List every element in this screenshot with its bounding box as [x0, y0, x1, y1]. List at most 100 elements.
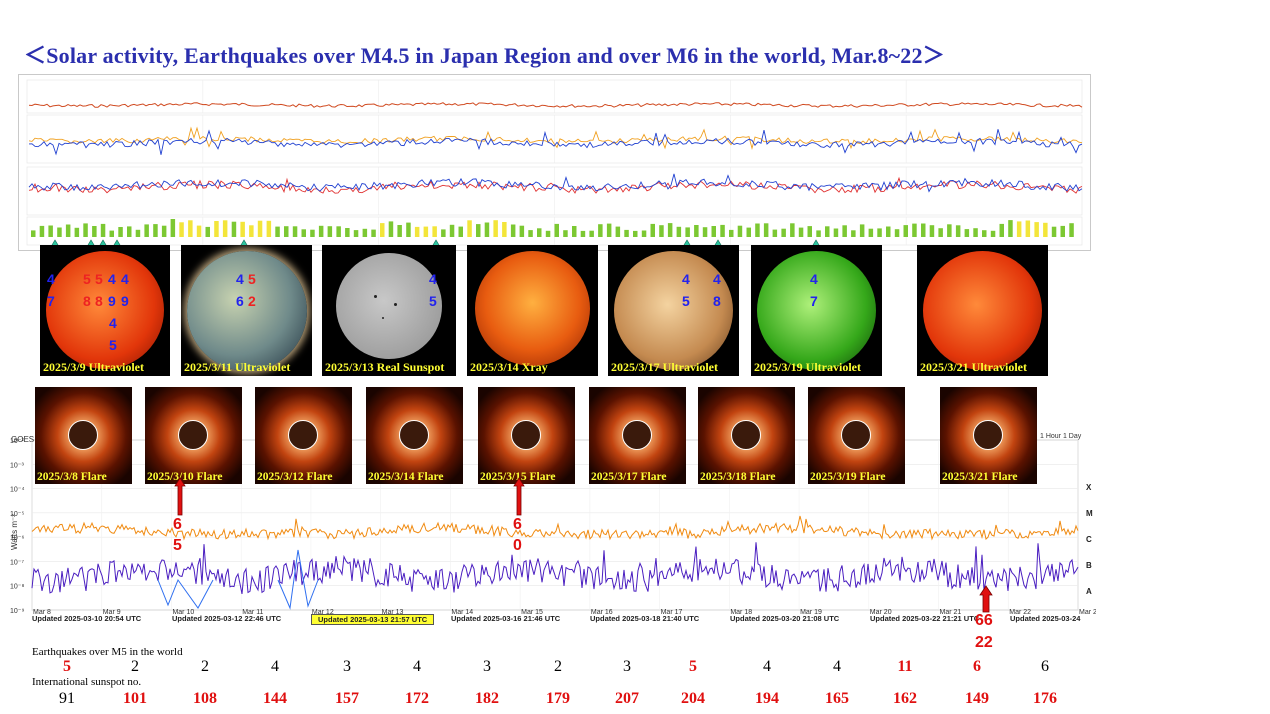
eq-count-cell: 2 [201, 658, 209, 675]
series-line [28, 102, 1083, 108]
kp-bar [502, 222, 507, 237]
sunspot-cell: 101 [123, 690, 147, 707]
x-tick-label: Mar 11 [242, 609, 263, 616]
kp-bar [127, 226, 132, 237]
sunspot-cell: 149 [965, 690, 989, 707]
kp-bar [790, 223, 795, 237]
kp-bar [257, 220, 263, 237]
sun-image-3: 2025/3/13 Real Sunspot [322, 245, 456, 376]
kp-bar [633, 230, 638, 237]
kp-bar [659, 225, 664, 237]
kp-bar [1034, 222, 1039, 237]
kp-bar [859, 224, 865, 237]
kp-bar [179, 222, 184, 237]
kp-bar [449, 224, 455, 237]
kp-bar [1016, 221, 1022, 237]
x-tick-label: Mar 8 [33, 609, 51, 616]
kp-bar [170, 219, 176, 237]
x-tick-label: Mar 20 [870, 609, 892, 616]
kp-bar [432, 226, 437, 237]
coronagraph-caption: 2025/3/10 Flare [147, 471, 223, 483]
world-quake-label: 6 [173, 516, 182, 533]
kp-bar [537, 228, 542, 237]
kp-bar [894, 229, 900, 237]
eq-count-cell: 3 [623, 658, 631, 675]
short-channel-line [31, 542, 1079, 594]
kp-bar [109, 230, 114, 237]
kp-bar [318, 225, 324, 237]
sun-image-4: 2025/3/14 Xray [467, 245, 598, 376]
kp-bar [205, 226, 210, 237]
kp-bar [1060, 225, 1065, 237]
coronagraph-caption: 2025/3/17 Flare [591, 471, 667, 483]
kp-bar [414, 226, 420, 237]
kp-bar [310, 229, 315, 237]
sunspot-cell: 108 [193, 690, 217, 707]
kp-bar [641, 230, 647, 237]
class-label: M [1086, 509, 1093, 518]
kp-bar [702, 227, 708, 237]
kp-bar [161, 225, 167, 237]
kp-bar [737, 225, 743, 237]
kp-bar [772, 229, 778, 237]
kp-bar [240, 221, 245, 237]
kp-bar [938, 228, 943, 237]
kp-bar [510, 224, 516, 237]
kp-bar [1051, 226, 1057, 237]
kp-bar [973, 228, 978, 237]
x-tick-label: Mar 13 [382, 609, 404, 616]
kp-bar [1043, 222, 1048, 237]
occulter-disc [288, 420, 318, 450]
x-tick-label: Mar 16 [591, 609, 613, 616]
x-tick-label: Mar 12 [312, 609, 334, 616]
y-tick-label: 10⁻⁶ [10, 535, 24, 542]
sunspot-cell: 157 [335, 690, 359, 707]
goes-label: GOES [11, 435, 34, 444]
coronagraph-caption: 2025/3/18 Flare [700, 471, 776, 483]
world-quake-label: 22 [975, 634, 993, 651]
kp-bar [231, 221, 237, 237]
x-tick-label: Mar 9 [103, 609, 121, 616]
corner-label: 1 Hour 1 Day [1040, 433, 1082, 440]
kp-bar [519, 225, 525, 237]
eq-count-cell: 4 [833, 658, 841, 675]
series-line [28, 173, 1083, 193]
occulter-disc [973, 420, 1003, 450]
eq-count-cell: 5 [689, 658, 697, 675]
coronagraph-image: 2025/3/18 Flare [698, 387, 795, 484]
coronagraph-image: 2025/3/21 Flare [940, 387, 1037, 484]
occulter-disc [841, 420, 871, 450]
updated-label-3: Updated 2025-03-13 21:57 UTC [311, 614, 435, 625]
eq-count-cell: 4 [413, 658, 421, 675]
kp-bar [31, 230, 36, 237]
sunspot-cell: 165 [825, 690, 849, 707]
coronagraph-caption: 2025/3/15 Flare [480, 471, 556, 483]
series-line [28, 176, 1083, 194]
eq-row-label: Earthquakes over M5 in the world [32, 646, 183, 658]
kp-bar [589, 230, 594, 237]
sunspot-cell: 144 [263, 690, 287, 707]
updated-label-1: Updated 2025-03-10 20:54 UTC [32, 614, 142, 623]
kp-bar [83, 223, 88, 237]
kp-bar [353, 230, 359, 237]
series-line [28, 126, 1083, 150]
kp-bar [476, 224, 481, 237]
sun-caption-1: 2025/3/9 Ultraviolet [43, 360, 144, 374]
kp-bar [292, 226, 298, 237]
kp-bar [798, 227, 804, 237]
kp-bar [842, 225, 847, 237]
x-tick-label: Mar 17 [661, 609, 683, 616]
kp-bar [336, 226, 341, 237]
eq-count-cell: 4 [271, 658, 279, 675]
kp-bar [275, 226, 280, 237]
kp-bar [1008, 220, 1013, 237]
coronagraph-image: 2025/3/15 Flare [478, 387, 575, 484]
